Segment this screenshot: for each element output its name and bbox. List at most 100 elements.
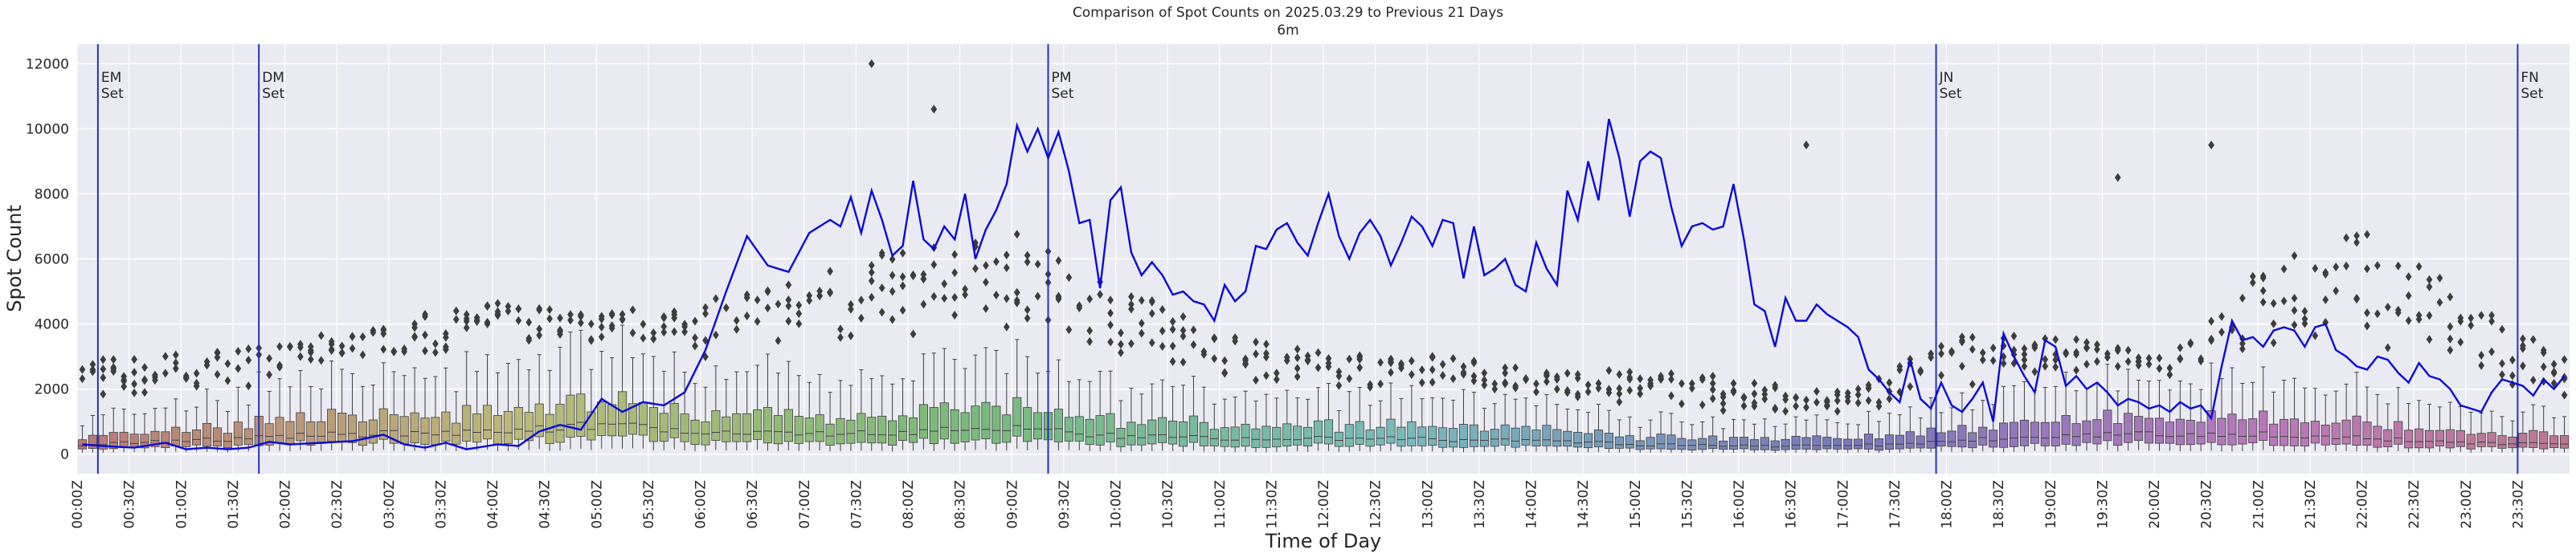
outlier-marker	[214, 369, 221, 379]
outlier-marker	[1886, 394, 1893, 404]
outlier-marker	[567, 316, 574, 325]
box	[150, 430, 160, 447]
box	[794, 416, 803, 444]
outlier-marker	[1169, 356, 1176, 366]
outlier-marker	[587, 336, 595, 345]
outlier-marker	[1169, 341, 1176, 351]
box	[2259, 410, 2268, 441]
outlier-marker	[307, 342, 314, 352]
y-tick-label: 10000	[26, 121, 69, 137]
outlier-marker	[702, 303, 709, 312]
box	[1677, 438, 1687, 450]
x-tick-label: 17:00Z	[1835, 480, 1851, 529]
box	[2082, 420, 2091, 443]
box	[98, 434, 108, 450]
x-tick-label: 03:00Z	[382, 480, 398, 529]
box	[1365, 430, 1375, 447]
outlier-marker	[162, 369, 169, 378]
outlier-marker	[2083, 343, 2090, 352]
outlier-marker	[2405, 291, 2412, 300]
outlier-marker	[1180, 357, 1187, 367]
box	[2435, 430, 2445, 446]
outlier-marker	[1699, 400, 1706, 409]
outlier-marker	[2156, 353, 2163, 363]
outlier-marker	[1865, 396, 1872, 405]
x-tick-label: 06:30Z	[745, 480, 761, 529]
event-label-name: PM	[1051, 70, 1071, 86]
outlier-marker	[2529, 335, 2537, 344]
outlier-marker	[1356, 351, 1364, 360]
outlier-marker	[2021, 355, 2028, 365]
box	[804, 417, 814, 442]
outlier-marker	[1637, 384, 1644, 393]
outlier-marker	[1253, 349, 1259, 359]
outlier-marker	[972, 263, 979, 273]
outlier-marker	[1616, 397, 1623, 407]
outlier-marker	[785, 280, 792, 290]
outlier-marker	[619, 315, 626, 324]
chart-title: Comparison of Spot Counts on 2025.03.29 …	[1073, 5, 1503, 21]
box	[1542, 425, 1552, 446]
outlier-marker	[733, 324, 740, 334]
outlier-marker	[2499, 359, 2505, 369]
outlier-marker	[692, 333, 698, 343]
outlier-marker	[1304, 355, 1311, 365]
box	[2518, 433, 2528, 448]
outlier-marker	[2415, 315, 2423, 324]
outlier-marker	[1803, 395, 1809, 405]
outlier-marker	[889, 315, 896, 324]
outlier-marker	[1013, 287, 1020, 297]
outlier-marker	[2478, 311, 2484, 320]
grid-lines	[76, 44, 2570, 474]
outlier-marker	[2052, 355, 2059, 365]
outlier-marker	[1668, 369, 1674, 378]
outlier-marker	[131, 379, 137, 389]
outlier-marker	[1834, 406, 1841, 416]
outlier-marker	[785, 295, 792, 305]
box	[534, 403, 544, 438]
box	[1095, 415, 1105, 446]
outlier-marker	[1221, 369, 1229, 378]
box	[1064, 417, 1073, 442]
outlier-marker	[2083, 360, 2090, 369]
y-tick-label: 0	[60, 447, 69, 463]
outlier-marker	[2259, 297, 2267, 307]
box	[441, 411, 451, 442]
outlier-marker	[2457, 337, 2464, 347]
outlier-marker	[2519, 334, 2526, 344]
outlier-marker	[2021, 344, 2028, 353]
outlier-marker	[608, 324, 615, 333]
outlier-marker	[1242, 356, 1249, 365]
outlier-marker	[1989, 356, 1997, 365]
outlier-marker	[2042, 355, 2049, 365]
box	[337, 413, 347, 443]
outlier-marker	[287, 342, 293, 352]
box	[1023, 407, 1032, 442]
box	[2165, 422, 2174, 444]
outlier-marker	[1688, 384, 1695, 393]
outlier-marker	[598, 312, 605, 321]
box	[1936, 432, 1946, 447]
outlier-marker	[2156, 364, 2163, 373]
outlier-marker	[1709, 378, 1716, 388]
outlier-marker	[1470, 372, 1478, 381]
outlier-marker	[1803, 402, 1809, 412]
box	[1334, 431, 1343, 447]
outlier-marker	[2499, 324, 2505, 334]
outlier-marker	[920, 274, 927, 283]
outlier-marker	[1854, 390, 1862, 400]
outlier-marker	[1709, 385, 1716, 394]
outlier-marker	[390, 347, 398, 356]
outlier-marker	[1346, 374, 1353, 384]
x-tick-label: 08:30Z	[953, 480, 969, 529]
box	[285, 421, 295, 446]
x-tick-label: 02:30Z	[329, 480, 346, 529]
outlier-marker	[1169, 316, 1176, 326]
box	[2320, 424, 2330, 446]
box	[1313, 420, 1323, 444]
outlier-marker	[484, 301, 491, 311]
outlier-marker	[1896, 361, 1903, 371]
box	[317, 421, 326, 444]
outlier-marker	[629, 328, 636, 338]
outlier-marker	[1128, 299, 1135, 309]
